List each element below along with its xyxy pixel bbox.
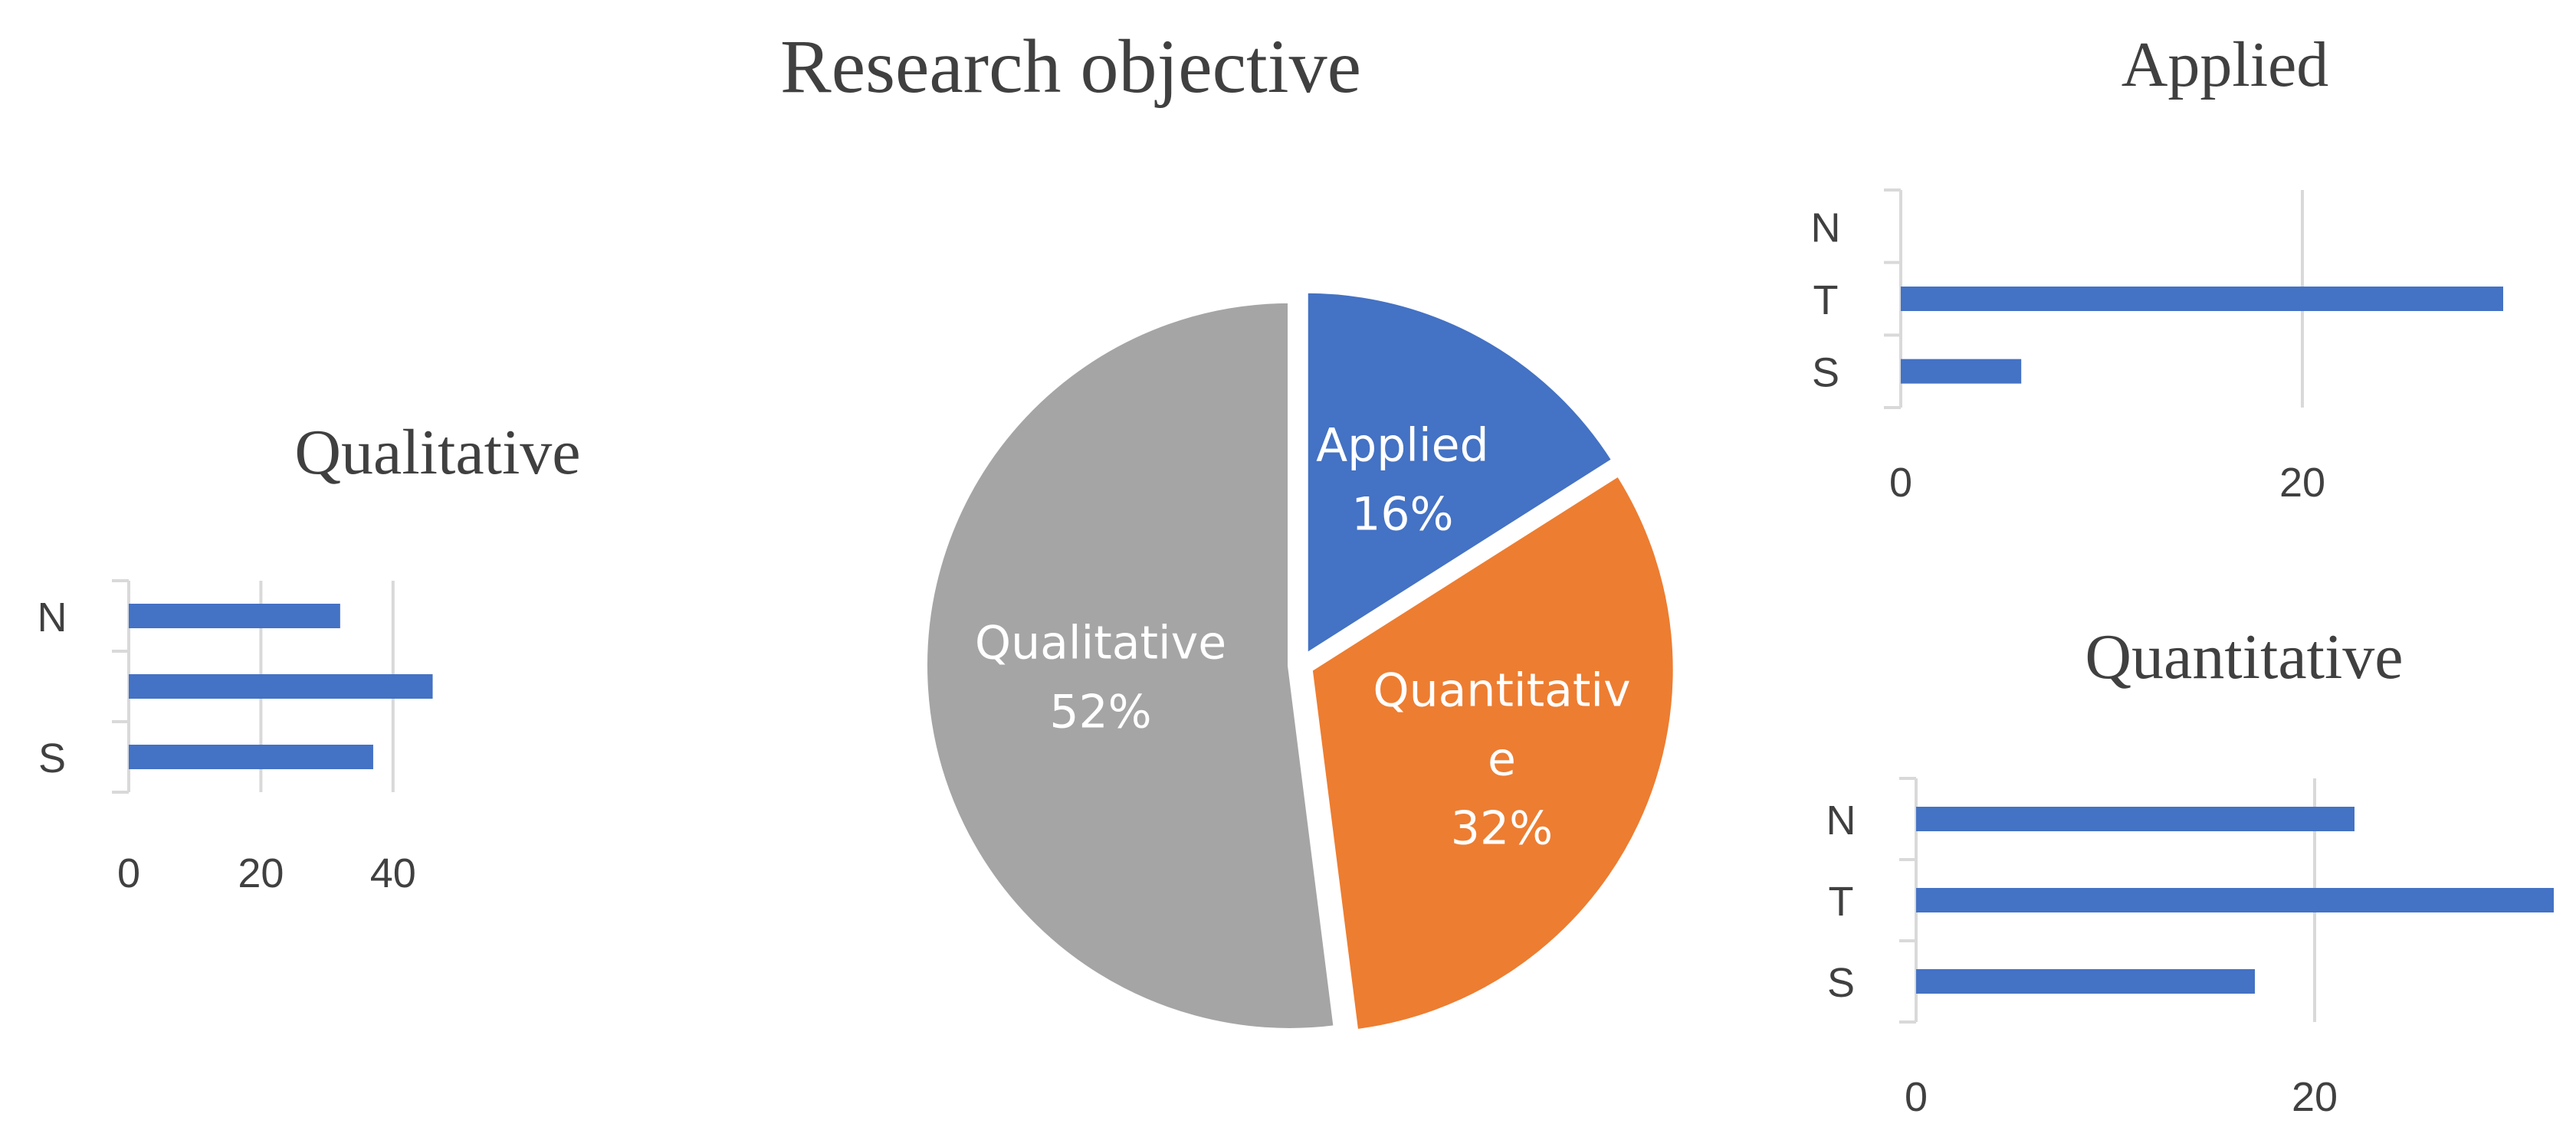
quantitative-bar <box>1916 969 2255 994</box>
pie-slice-applied <box>1303 288 1617 660</box>
qualitative-category-label: S <box>38 735 66 781</box>
pie-slice-qualitative <box>923 298 1339 1033</box>
pie-title: Research objective <box>780 24 1361 109</box>
qualitative-x-tick-label: 0 <box>117 850 140 896</box>
applied-bar <box>1901 287 2503 311</box>
quantitative-bar <box>1916 807 2354 831</box>
applied-category-label: S <box>1812 350 1839 396</box>
applied-category-label: T <box>1813 277 1839 323</box>
pie-slice-quantitative <box>1308 470 1678 1034</box>
pie-chart: Applied 16% Quantitativ e 32% Qualitative 52% <box>923 288 1678 1034</box>
qualitative-chart-title: Qualitative <box>294 417 580 488</box>
pie-label-qualitative: Qualitative <box>975 616 1226 670</box>
pie-label-pct-quantitative: 32% <box>1451 802 1553 856</box>
pie-label-pct-applied: 16% <box>1351 487 1453 541</box>
qualitative-bar <box>129 674 433 699</box>
quantitative-category-label: S <box>1827 960 1855 1006</box>
quantitative-bar <box>1916 888 2554 912</box>
qualitative-category-label: N <box>38 595 67 640</box>
quantitative-x-tick-label: 0 <box>1905 1074 1928 1120</box>
qualitative-bar <box>129 604 340 628</box>
applied-bar <box>1901 359 2022 384</box>
qualitative-bar-chart: N S 0 20 40 <box>38 579 433 896</box>
qualitative-x-tick-label: 20 <box>238 850 284 896</box>
pie-label-pct-qualitative: 52% <box>1049 685 1151 739</box>
qualitative-bar <box>129 745 373 769</box>
applied-chart-title: Applied <box>2122 29 2329 100</box>
qualitative-x-tick-label: 40 <box>370 850 416 896</box>
pie-label-applied: Applied <box>1316 418 1489 472</box>
applied-category-label: N <box>1811 205 1841 251</box>
quantitative-bar-chart: NTS 0 20 <box>1826 777 2554 1120</box>
quantitative-chart-title: Quantitative <box>2085 621 2403 693</box>
applied-x-tick-label: 0 <box>1889 460 1912 506</box>
quantitative-category-label: T <box>1829 879 1854 925</box>
pie-label-quantitative: e <box>1488 733 1516 787</box>
quantitative-category-label: N <box>1826 798 1856 844</box>
applied-bar-chart: NTS 0 20 <box>1811 188 2503 506</box>
quantitative-x-tick-label: 20 <box>2292 1074 2338 1120</box>
applied-x-tick-label: 20 <box>2279 460 2325 506</box>
pie-label-quantitative: Quantitativ <box>1373 664 1630 718</box>
